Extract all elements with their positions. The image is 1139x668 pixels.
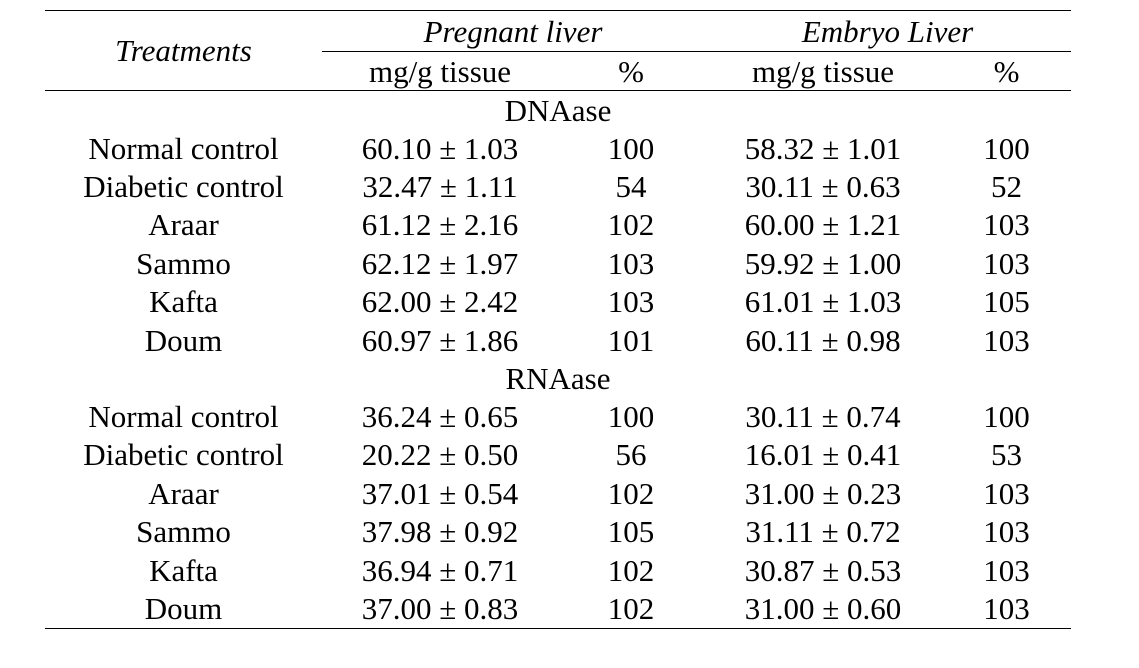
- cell-embryo-mg: 60.00 ± 1.21: [744, 207, 902, 243]
- cell-pregnant-pct: 103: [607, 284, 655, 320]
- cell-embryo-mg: 59.92 ± 1.00: [744, 245, 902, 281]
- cell-treatment: Doum: [144, 322, 223, 358]
- cell-pregnant-mg: 20.22 ± 0.50: [361, 437, 519, 473]
- cell-treatment: Kafta: [149, 552, 218, 588]
- cell-treatment: Sammo: [136, 245, 231, 281]
- table-row: Sammo 62.12 ± 1.97 103 59.92 ± 1.00 103: [45, 244, 1071, 282]
- table-row: Sammo 37.98 ± 0.92 105 31.11 ± 0.72 103: [45, 513, 1071, 551]
- cell-treatment: Sammo: [136, 514, 231, 550]
- cell-pregnant-pct: 102: [607, 475, 655, 511]
- cell-embryo-pct: 53: [991, 437, 1022, 473]
- cell-pregnant-mg: 36.24 ± 0.65: [361, 399, 519, 435]
- cell-pregnant-pct: 54: [615, 169, 647, 205]
- table-row: Araar 61.12 ± 2.16 102 60.00 ± 1.21 103: [45, 206, 1071, 244]
- table-row: Kafta 62.00 ± 2.42 103 61.01 ± 1.03 105: [45, 283, 1071, 321]
- header-group-pregnant-liver: Pregnant liver: [322, 10, 704, 52]
- section-title: RNAase: [505, 360, 611, 396]
- cell-treatment: Normal control: [88, 399, 279, 435]
- cell-embryo-pct: 100: [983, 399, 1030, 435]
- cell-embryo-pct: 103: [983, 552, 1030, 588]
- table-row: Normal control 60.10 ± 1.03 100 58.32 ± …: [45, 129, 1071, 167]
- section-title: DNAase: [504, 92, 612, 128]
- header-pregnant-mg: mg/g tissue: [322, 51, 558, 91]
- cell-treatment: Diabetic control: [83, 437, 284, 473]
- table-row: Doum 60.97 ± 1.86 101 60.11 ± 0.98 103: [45, 321, 1071, 359]
- header-embryo-pct: %: [942, 51, 1071, 91]
- cell-embryo-mg: 30.11 ± 0.63: [745, 169, 901, 205]
- cell-treatment: Doum: [45, 589, 322, 629]
- cell-pregnant-pct: 102: [607, 552, 655, 588]
- cell-treatment: Diabetic control: [83, 169, 284, 205]
- header-treatments: Treatments: [45, 10, 322, 91]
- table-row: Normal control 36.24 ± 0.65 100 30.11 ± …: [45, 397, 1071, 435]
- cell-embryo-pct: 100: [983, 130, 1030, 166]
- cell-pregnant-pct: 102: [558, 589, 704, 629]
- cell-pregnant-mg: 37.00 ± 0.83: [322, 589, 558, 629]
- data-table-container: Treatments Pregnant liver Embryo Liver m…: [45, 10, 1071, 629]
- table-row: Doum 37.00 ± 0.83 102 31.00 ± 0.60 103: [45, 589, 1071, 629]
- cell-pregnant-pct: 105: [607, 514, 655, 550]
- cell-embryo-mg: 30.87 ± 0.53: [744, 552, 902, 588]
- cell-embryo-mg: 31.11 ± 0.72: [745, 514, 901, 550]
- table-body: DNAase Normal control 60.10 ± 1.03 100 5…: [45, 91, 1071, 629]
- cell-embryo-pct: 52: [991, 169, 1022, 205]
- cell-pregnant-pct: 101: [607, 322, 655, 358]
- cell-embryo-pct: 103: [983, 475, 1030, 511]
- cell-treatment: Araar: [148, 207, 219, 243]
- cell-pregnant-mg: 61.12 ± 2.16: [361, 207, 519, 243]
- cell-pregnant-pct: 56: [615, 437, 647, 473]
- cell-treatment: Kafta: [149, 284, 218, 320]
- section-row: RNAase: [45, 359, 1071, 397]
- cell-pregnant-mg: 62.00 ± 2.42: [361, 284, 519, 320]
- table-row: Araar 37.01 ± 0.54 102 31.00 ± 0.23 103: [45, 474, 1071, 512]
- table-row: Diabetic control 20.22 ± 0.50 56 16.01 ±…: [45, 436, 1071, 474]
- cell-pregnant-mg: 37.01 ± 0.54: [361, 475, 519, 511]
- cell-embryo-mg: 60.11 ± 0.98: [745, 322, 901, 358]
- cell-embryo-mg: 30.11 ± 0.74: [745, 399, 901, 435]
- cell-treatment: Normal control: [88, 130, 279, 166]
- cell-treatment: Araar: [148, 475, 219, 511]
- cell-embryo-pct: 103: [983, 207, 1030, 243]
- cell-pregnant-pct: 103: [607, 245, 655, 281]
- cell-embryo-mg: 16.01 ± 0.41: [744, 437, 902, 473]
- header-pregnant-pct: %: [558, 51, 704, 91]
- cell-embryo-pct: 105: [983, 284, 1030, 320]
- cell-embryo-mg: 31.00 ± 0.23: [744, 475, 902, 511]
- cell-pregnant-pct: 102: [607, 207, 655, 243]
- cell-embryo-pct: 103: [983, 245, 1030, 281]
- cell-embryo-mg: 61.01 ± 1.03: [744, 284, 902, 320]
- cell-embryo-pct: 103: [983, 322, 1030, 358]
- cell-pregnant-pct: 100: [607, 130, 655, 166]
- table-row: Diabetic control 32.47 ± 1.11 54 30.11 ±…: [45, 167, 1071, 205]
- enzyme-activity-table: Treatments Pregnant liver Embryo Liver m…: [45, 10, 1071, 629]
- cell-pregnant-mg: 60.97 ± 1.86: [361, 322, 519, 358]
- cell-pregnant-mg: 62.12 ± 1.97: [361, 245, 519, 281]
- table-row: Kafta 36.94 ± 0.71 102 30.87 ± 0.53 103: [45, 551, 1071, 589]
- cell-pregnant-mg: 36.94 ± 0.71: [361, 552, 519, 588]
- cell-pregnant-mg: 32.47 ± 1.11: [362, 169, 518, 205]
- cell-embryo-pct: 103: [983, 514, 1030, 550]
- header-embryo-mg: mg/g tissue: [704, 51, 942, 91]
- cell-embryo-mg: 58.32 ± 1.01: [744, 130, 902, 166]
- cell-embryo-pct: 103: [942, 589, 1071, 629]
- cell-embryo-mg: 31.00 ± 0.60: [704, 589, 942, 629]
- cell-pregnant-mg: 37.98 ± 0.92: [361, 514, 519, 550]
- cell-pregnant-pct: 100: [607, 399, 655, 435]
- cell-pregnant-mg: 60.10 ± 1.03: [361, 130, 519, 166]
- header-group-embryo-liver: Embryo Liver: [704, 10, 1071, 52]
- section-row: DNAase: [45, 91, 1071, 130]
